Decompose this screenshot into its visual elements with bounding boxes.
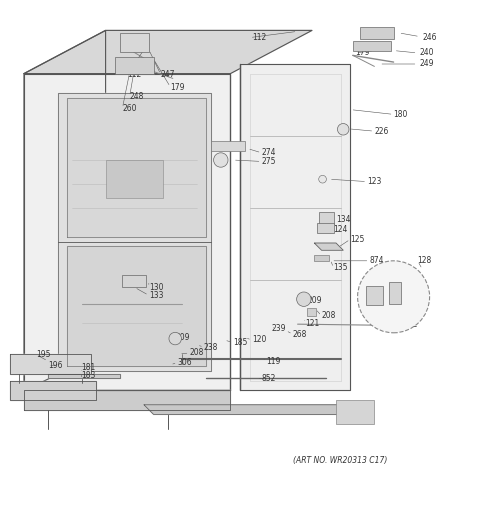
Text: 249: 249 <box>420 59 434 69</box>
Polygon shape <box>67 246 206 367</box>
Text: 127: 127 <box>379 292 394 301</box>
Bar <box>122 275 146 287</box>
Bar <box>211 141 245 152</box>
Text: 112: 112 <box>252 33 266 42</box>
Text: 260: 260 <box>122 103 137 113</box>
Text: 130: 130 <box>149 283 163 292</box>
Bar <box>317 223 334 233</box>
Text: 120: 120 <box>252 335 266 345</box>
Bar <box>307 308 316 316</box>
Circle shape <box>214 153 228 167</box>
Text: 209: 209 <box>175 333 190 342</box>
Circle shape <box>337 123 349 135</box>
Polygon shape <box>24 30 106 390</box>
Polygon shape <box>10 381 96 400</box>
Polygon shape <box>48 374 120 378</box>
Polygon shape <box>24 390 230 410</box>
Bar <box>314 255 329 261</box>
Text: 112: 112 <box>127 70 142 79</box>
Text: 183: 183 <box>82 371 96 379</box>
Polygon shape <box>314 243 343 250</box>
Bar <box>319 212 334 224</box>
Text: 239: 239 <box>271 325 286 333</box>
Text: 852: 852 <box>262 374 276 383</box>
Text: 196: 196 <box>48 361 62 370</box>
Polygon shape <box>240 64 350 390</box>
Text: 274: 274 <box>262 148 276 157</box>
Bar <box>360 27 394 39</box>
Text: 125: 125 <box>350 234 365 244</box>
Bar <box>389 283 401 304</box>
Polygon shape <box>144 405 355 414</box>
Circle shape <box>297 292 311 306</box>
Text: 226: 226 <box>374 126 389 136</box>
Text: 246: 246 <box>422 33 437 42</box>
Polygon shape <box>24 30 312 74</box>
Bar <box>366 286 383 306</box>
Text: 128: 128 <box>418 257 432 265</box>
Text: 275: 275 <box>262 157 276 166</box>
Circle shape <box>319 175 326 183</box>
Text: 852: 852 <box>403 319 418 329</box>
Polygon shape <box>24 74 230 390</box>
Text: 179: 179 <box>170 82 185 92</box>
Bar <box>120 33 149 52</box>
Bar <box>115 57 154 74</box>
Text: 247: 247 <box>161 70 175 79</box>
Text: 124: 124 <box>334 225 348 234</box>
Text: 185: 185 <box>233 338 247 347</box>
Text: 135: 135 <box>334 264 348 272</box>
Circle shape <box>358 261 430 333</box>
Text: 181: 181 <box>82 363 96 372</box>
Text: 126: 126 <box>410 291 425 300</box>
Text: 195: 195 <box>36 350 50 359</box>
Bar <box>106 160 163 198</box>
Bar <box>353 41 391 51</box>
Bar <box>336 400 374 424</box>
Text: 119: 119 <box>266 357 281 366</box>
Text: 123: 123 <box>367 177 382 186</box>
Text: 134: 134 <box>336 216 350 224</box>
Text: 268: 268 <box>293 330 307 339</box>
Text: 179: 179 <box>355 49 370 57</box>
Polygon shape <box>10 354 91 374</box>
Text: 248: 248 <box>130 92 144 101</box>
Text: 874: 874 <box>370 257 384 265</box>
Text: 209: 209 <box>307 295 322 305</box>
Text: 238: 238 <box>204 343 218 352</box>
Text: 240: 240 <box>420 49 434 57</box>
Text: 121: 121 <box>305 318 319 328</box>
Circle shape <box>169 332 181 345</box>
Text: 133: 133 <box>149 291 163 300</box>
Text: 208: 208 <box>190 349 204 357</box>
Text: 208: 208 <box>322 311 336 321</box>
Polygon shape <box>67 98 206 237</box>
Polygon shape <box>58 93 211 371</box>
Text: 306: 306 <box>178 358 192 367</box>
Text: 180: 180 <box>394 110 408 119</box>
Text: (ART NO. WR20313 C17): (ART NO. WR20313 C17) <box>293 456 387 464</box>
